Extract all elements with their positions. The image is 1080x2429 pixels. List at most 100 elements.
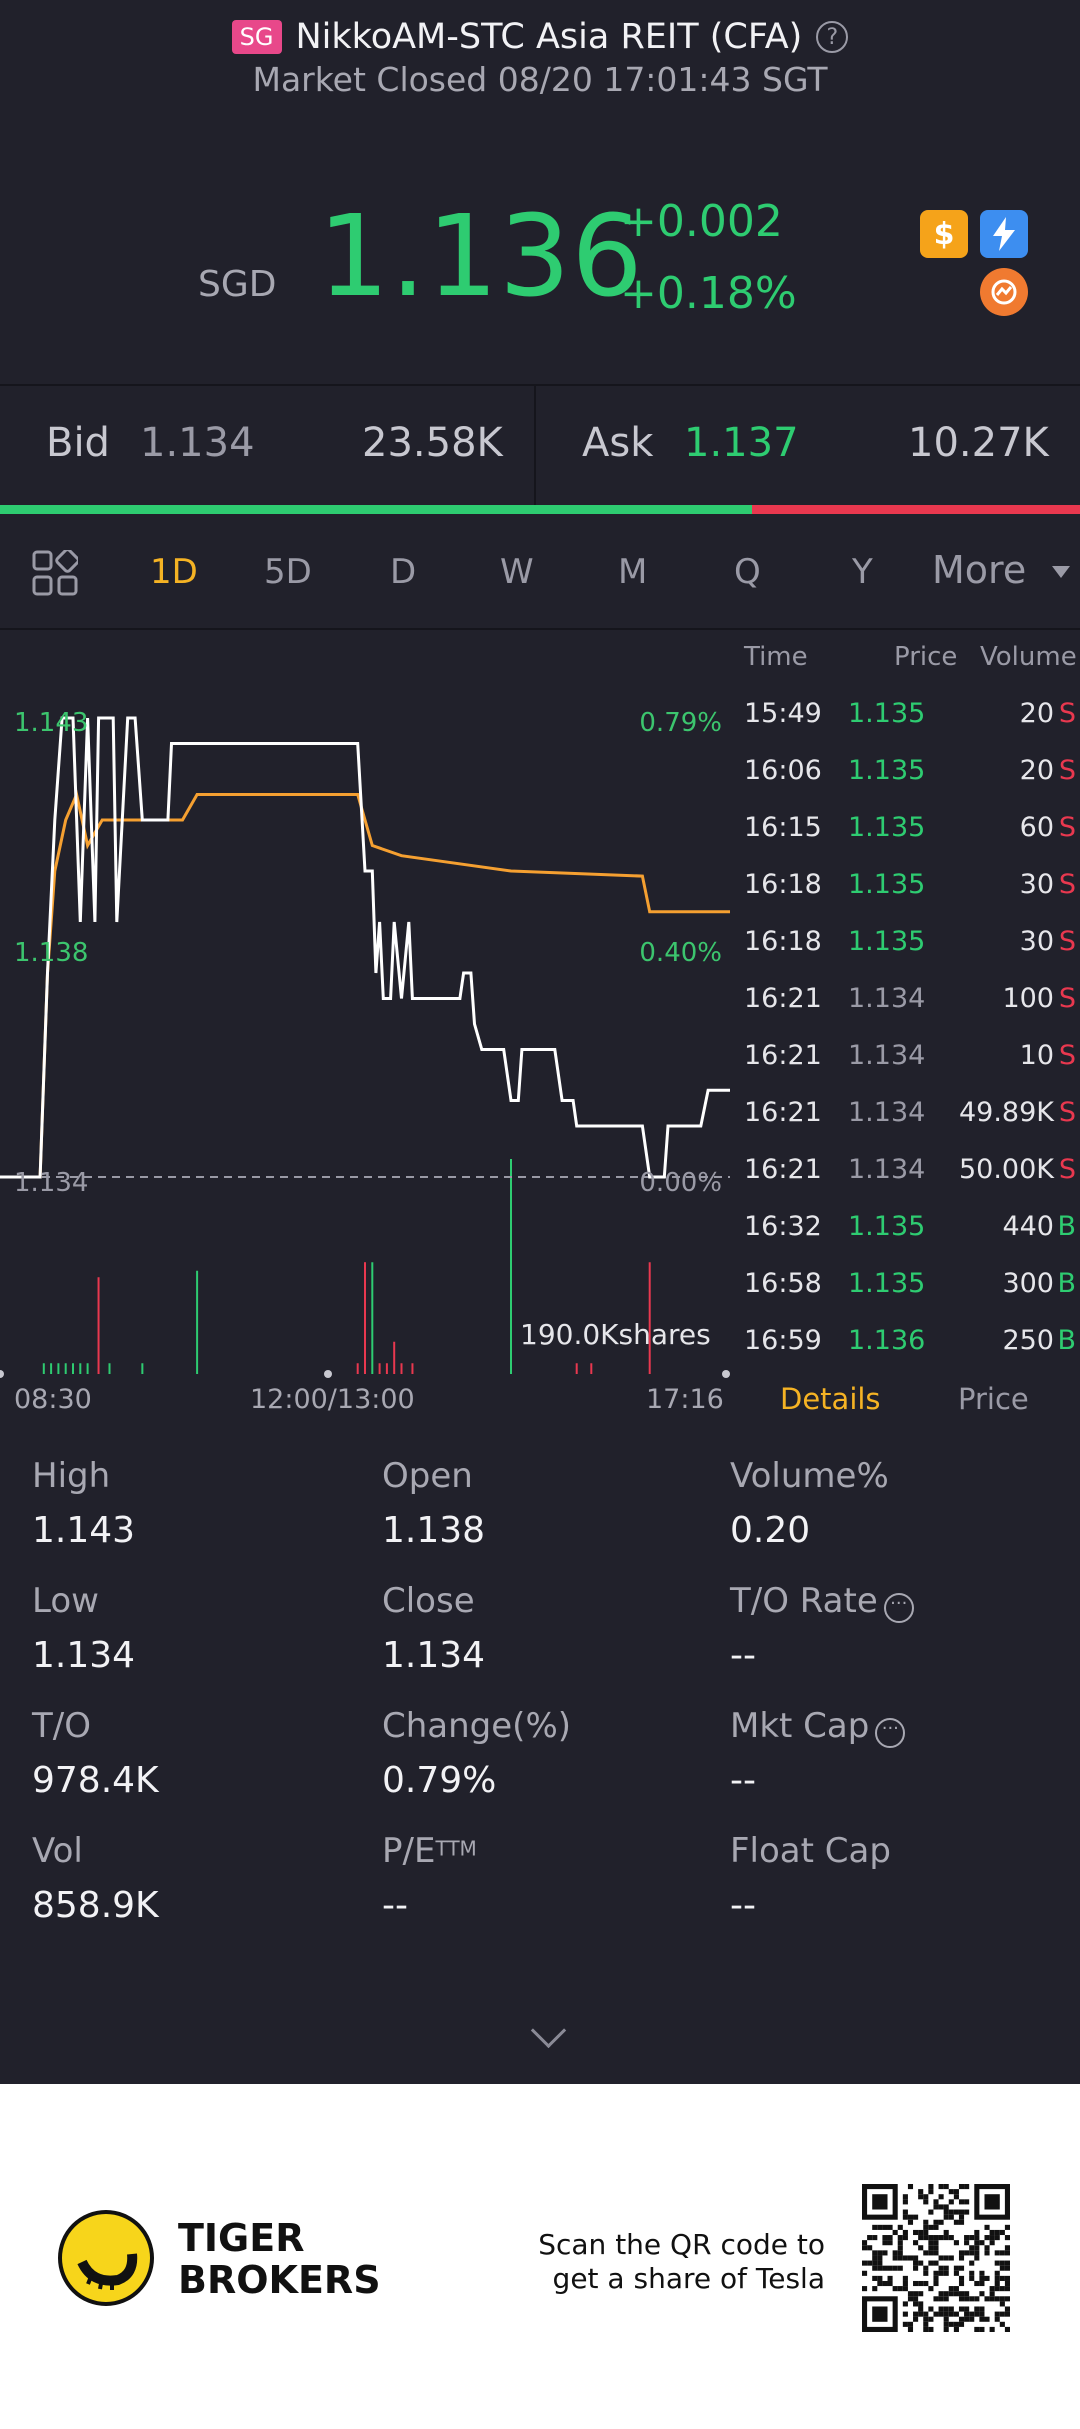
- tick-time: 16:21: [744, 983, 822, 1014]
- more-info-icon[interactable]: ···: [875, 1717, 906, 1748]
- tick-time: 16:21: [744, 1040, 822, 1071]
- tick-time: 16:32: [744, 1211, 822, 1242]
- price-change-percent: +0.18%: [620, 268, 797, 319]
- y-label-right-high: 0.79%: [639, 708, 722, 738]
- y-label-mid: 1.138: [14, 938, 88, 968]
- brand-name-line2: BROKERS: [178, 2258, 381, 2302]
- ask-size: 10.27K: [908, 420, 1049, 466]
- tick-side: S: [1058, 698, 1076, 729]
- stat-volpct-value: 0.20: [730, 1510, 811, 1551]
- tab-5d[interactable]: 5D: [264, 552, 312, 592]
- stat-pe-value: --: [382, 1885, 408, 1926]
- stat-to-label: T/O: [32, 1706, 91, 1746]
- tick-row: 16:06 1.135 20 S: [730, 755, 1080, 812]
- tick-side: B: [1057, 1268, 1076, 1299]
- tick-volume: 49.89K: [958, 1097, 1054, 1128]
- layout-icon[interactable]: [32, 548, 80, 596]
- tick-volume: 50.00K: [958, 1154, 1054, 1185]
- tick-time: 15:49: [744, 698, 822, 729]
- tab-d[interactable]: D: [390, 552, 417, 592]
- stat-high-value: 1.143: [32, 1510, 136, 1551]
- bid-ask-divider: [534, 386, 536, 506]
- tab-w[interactable]: W: [500, 552, 534, 592]
- intraday-chart[interactable]: 1.143 1.138 1.134 0.79% 0.40% 0.00% 190.…: [0, 632, 730, 1384]
- dollar-icon[interactable]: $: [920, 210, 968, 258]
- bid-strength-bar: [0, 505, 752, 514]
- expand-chevron-icon[interactable]: [530, 2012, 567, 2049]
- stat-mktcap-label-wrap[interactable]: Mkt Cap ···: [730, 1706, 906, 1748]
- tick-volume: 20: [1019, 755, 1054, 786]
- tick-row: 16:32 1.135 440 B: [730, 1211, 1080, 1268]
- tick-time: 16:15: [744, 812, 822, 843]
- stat-mktcap-label: Mkt Cap: [730, 1706, 870, 1746]
- tick-volume: 20: [1019, 698, 1054, 729]
- tick-row: 16:18 1.135 30 S: [730, 926, 1080, 983]
- tick-price: 1.135: [848, 812, 926, 843]
- tick-time: 16:21: [744, 1154, 822, 1185]
- tab-1d[interactable]: 1D: [150, 552, 198, 592]
- tick-volume: 30: [1019, 926, 1054, 957]
- tab-y[interactable]: Y: [852, 552, 873, 592]
- bid-size: 23.58K: [362, 420, 503, 466]
- swap-icon[interactable]: [980, 268, 1028, 316]
- tiger-logo-icon: [58, 2210, 154, 2306]
- tab-details[interactable]: Details: [780, 1382, 881, 1416]
- tick-row: 16:58 1.135 300 B: [730, 1268, 1080, 1325]
- tick-side: B: [1057, 1211, 1076, 1242]
- tick-price: 1.135: [848, 869, 926, 900]
- tick-side: B: [1057, 1325, 1076, 1356]
- promo-text-line1: Scan the QR code to: [538, 2228, 825, 2261]
- tick-volume: 60: [1019, 812, 1054, 843]
- tick-price: 1.135: [848, 698, 926, 729]
- tick-side: S: [1058, 926, 1076, 957]
- stat-to-value: 978.4K: [32, 1760, 159, 1801]
- tick-price: 1.134: [848, 983, 926, 1014]
- flash-icon[interactable]: [980, 210, 1028, 258]
- tab-m[interactable]: M: [618, 552, 648, 592]
- tab-more[interactable]: More: [932, 548, 1027, 592]
- time-start: 08:30: [14, 1384, 92, 1415]
- tick-side: S: [1058, 983, 1076, 1014]
- tick-time: 16:18: [744, 869, 822, 900]
- axis-dot: [0, 1370, 4, 1378]
- stat-vol-value: 858.9K: [32, 1885, 159, 1926]
- stat-float-label: Float Cap: [730, 1831, 891, 1871]
- tick-volume: 440: [1002, 1211, 1054, 1242]
- more-info-icon[interactable]: ···: [883, 1592, 914, 1623]
- tick-volume: 10: [1019, 1040, 1054, 1071]
- tick-row: 16:21 1.134 49.89K S: [730, 1097, 1080, 1154]
- chevron-down-icon[interactable]: [1052, 566, 1070, 578]
- divider: [0, 628, 1080, 630]
- tick-row: 16:59 1.136 250 B: [730, 1325, 1080, 1382]
- help-icon[interactable]: ?: [816, 21, 849, 53]
- stat-float-value: --: [730, 1885, 756, 1926]
- stat-close-label: Close: [382, 1581, 475, 1621]
- tab-q[interactable]: Q: [734, 552, 761, 592]
- tick-time: 16:18: [744, 926, 822, 957]
- tick-side: S: [1058, 812, 1076, 843]
- y-label-right-low: 0.00%: [639, 1168, 722, 1198]
- price-change: +0.002: [620, 196, 783, 247]
- stat-torate-value: --: [730, 1635, 756, 1676]
- stat-close-value: 1.134: [382, 1635, 486, 1676]
- tick-side: S: [1058, 1154, 1076, 1185]
- tick-header-time: Time: [744, 642, 808, 672]
- tick-price: 1.135: [848, 755, 926, 786]
- tick-row: 16:21 1.134 10 S: [730, 1040, 1080, 1097]
- tick-price: 1.134: [848, 1154, 926, 1185]
- tick-price: 1.136: [848, 1325, 926, 1356]
- stat-torate-label-wrap[interactable]: T/O Rate ···: [730, 1581, 914, 1623]
- tick-header-volume: Volume: [980, 642, 1077, 672]
- price-line: [0, 716, 730, 1179]
- tick-volume: 300: [1002, 1268, 1054, 1299]
- tick-time: 16:21: [744, 1097, 822, 1128]
- stat-open-label: Open: [382, 1456, 473, 1496]
- tick-side: S: [1058, 1097, 1076, 1128]
- tick-side: S: [1058, 755, 1076, 786]
- tab-price[interactable]: Price: [958, 1382, 1029, 1416]
- stat-pe-label: P/E: [382, 1831, 436, 1871]
- currency-label: SGD: [198, 264, 277, 305]
- time-mid: 12:00/13:00: [250, 1384, 415, 1415]
- title-row: SG NikkoAM-STC Asia REIT (CFA) ?: [0, 12, 1080, 62]
- tick-time: 16:58: [744, 1268, 822, 1299]
